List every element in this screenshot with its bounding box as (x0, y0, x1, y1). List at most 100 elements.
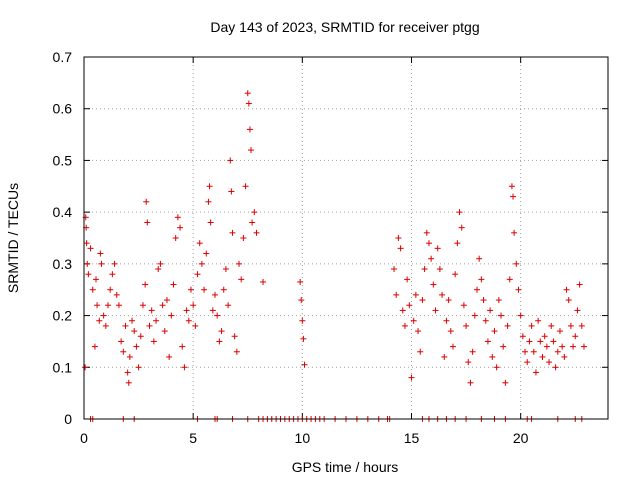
data-point (155, 266, 162, 273)
data-point (159, 302, 166, 309)
data-point (543, 343, 550, 350)
data-point (404, 276, 411, 283)
data-point (506, 276, 513, 283)
data-point (578, 322, 585, 329)
data-point (458, 224, 465, 231)
data-point (500, 343, 507, 350)
data-point (85, 271, 92, 278)
x-axis-label: GPS time / hours (292, 459, 399, 475)
data-point (233, 348, 240, 355)
data-point (163, 297, 170, 304)
data-point (146, 322, 153, 329)
data-point (206, 183, 213, 190)
data-point (174, 214, 181, 221)
data-point (417, 348, 424, 355)
data-point (216, 338, 223, 345)
data-point (530, 348, 537, 355)
data-point (218, 328, 225, 335)
data-point (297, 278, 304, 285)
data-point (96, 317, 103, 324)
data-point (397, 245, 404, 252)
data-point (471, 312, 478, 319)
x-tick-label: 15 (404, 430, 420, 446)
x-tick-label: 0 (80, 430, 88, 446)
data-point (539, 353, 546, 360)
data-point (220, 286, 227, 293)
data-point (214, 312, 221, 319)
x-tick-label: 20 (513, 430, 529, 446)
data-point (430, 281, 437, 288)
data-point (559, 343, 566, 350)
data-point (225, 302, 232, 309)
data-point (107, 286, 114, 293)
data-point (401, 322, 408, 329)
data-point (150, 338, 157, 345)
y-tick-label: 0.3 (53, 256, 73, 272)
data-point (260, 278, 267, 285)
data-point (489, 353, 496, 360)
data-point (563, 286, 570, 293)
data-point (172, 235, 179, 241)
data-point (572, 333, 579, 340)
data-point (532, 369, 539, 376)
data-point (432, 307, 439, 314)
data-point (185, 317, 192, 324)
data-point (244, 90, 251, 97)
data-point (83, 240, 90, 247)
data-point (546, 359, 553, 366)
data-point (249, 219, 256, 226)
data-point (144, 219, 151, 226)
data-point (168, 312, 175, 319)
data-point (421, 266, 428, 273)
data-point (474, 286, 480, 293)
data-point (493, 364, 500, 371)
data-point (229, 229, 236, 236)
data-point (301, 361, 308, 368)
data-point (526, 338, 533, 345)
grid (84, 57, 608, 419)
data-point (541, 333, 548, 340)
data-point (574, 307, 581, 314)
data-point (554, 348, 561, 355)
data-point (207, 219, 214, 226)
data-point (251, 209, 258, 216)
data-point (187, 286, 194, 293)
data-point (443, 317, 450, 324)
data-point (524, 359, 531, 366)
data-point (298, 297, 305, 304)
data-point (552, 364, 559, 371)
x-tick-label: 5 (189, 430, 197, 446)
data-point (194, 271, 201, 278)
data-point (245, 100, 252, 107)
data-point (190, 302, 197, 309)
data-point (491, 328, 498, 335)
data-point (391, 266, 398, 273)
data-point (133, 343, 140, 350)
data-point (148, 307, 155, 314)
data-point (100, 312, 107, 319)
data-point (198, 260, 205, 267)
data-point (120, 348, 127, 355)
data-point (113, 291, 120, 298)
data-point (91, 343, 98, 350)
data-point (454, 240, 461, 247)
data-point (484, 338, 491, 345)
data-point (519, 333, 526, 340)
data-point (97, 250, 104, 257)
data-point (238, 276, 245, 283)
y-tick-label: 0.2 (53, 308, 73, 324)
data-point (181, 364, 188, 371)
data-point (434, 245, 441, 252)
data-point (228, 188, 235, 195)
data-point (550, 338, 557, 345)
data-point (504, 322, 511, 329)
data-point (212, 291, 218, 298)
data-point (515, 286, 522, 293)
data-point (93, 276, 100, 283)
data-point (102, 322, 109, 329)
data-point (115, 302, 122, 309)
data-point (452, 271, 459, 278)
data-point (246, 126, 253, 133)
data-point (445, 297, 452, 304)
data-point (465, 359, 472, 366)
